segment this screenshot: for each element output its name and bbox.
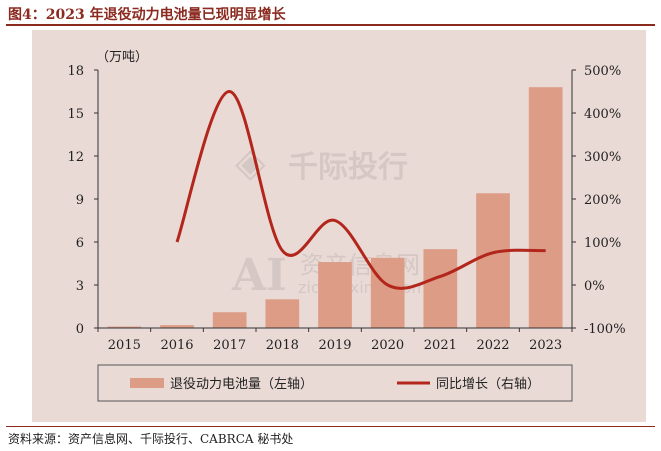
x-tick-label: 2019 [318, 338, 351, 353]
growth-line [175, 90, 546, 290]
x-tick-label: 2017 [213, 338, 246, 353]
y-left-tick: 15 [67, 107, 84, 122]
title-rule [6, 24, 655, 26]
bar-2018 [265, 299, 300, 328]
y-left-tick: 9 [76, 193, 84, 208]
y-right-tick: 200% [584, 193, 621, 208]
x-tick-label: 2016 [160, 338, 193, 353]
bar-2022 [476, 193, 510, 328]
legend-box [97, 364, 573, 402]
source-rule [6, 426, 655, 427]
x-tick-label: 2015 [108, 338, 141, 353]
y-right-tick: 400% [584, 107, 621, 122]
x-tick-label: 2018 [266, 338, 299, 353]
y-right-tick: 300% [584, 150, 621, 165]
bar-2020 [370, 257, 405, 328]
bar-2016 [160, 325, 194, 328]
x-tick-label: 2022 [476, 338, 509, 353]
bar-2023 [528, 87, 563, 328]
x-tick-label: 2020 [371, 338, 404, 353]
bar-2017 [212, 312, 247, 328]
bar-2015 [107, 326, 142, 328]
bar-2021 [423, 249, 458, 328]
x-tick-label: 2023 [529, 338, 562, 353]
source-note: 资料来源：资产信息网、千际投行、CABRCA 秘书处 [8, 432, 294, 446]
y-left-tick: 0 [76, 322, 84, 337]
legend-label-line: 同比增长（右轴） [436, 377, 540, 392]
bar-2019 [318, 262, 352, 328]
chart-title: 图4：2023 年退役动力电池量已现明显增长 [8, 7, 286, 23]
y-left-tick: 6 [76, 236, 84, 251]
legend-swatch-bar [130, 378, 164, 388]
y-right-tick: 100% [584, 236, 621, 251]
watermark-brand-1: 千际投行 [288, 150, 408, 185]
y-left-tick: 3 [76, 279, 84, 294]
watermark-logo-2: AI [232, 250, 287, 301]
y-right-tick: -100% [584, 322, 626, 337]
x-tick-label: 2021 [424, 338, 457, 353]
y-right-tick: 0% [584, 279, 605, 294]
y-left-unit: （万吨） [96, 50, 148, 65]
y-left-tick: 18 [67, 64, 84, 79]
legend-label-bar: 退役动力电池量（左轴） [170, 377, 313, 392]
y-right-tick: 500% [584, 64, 621, 79]
y-left-tick: 12 [67, 150, 84, 165]
